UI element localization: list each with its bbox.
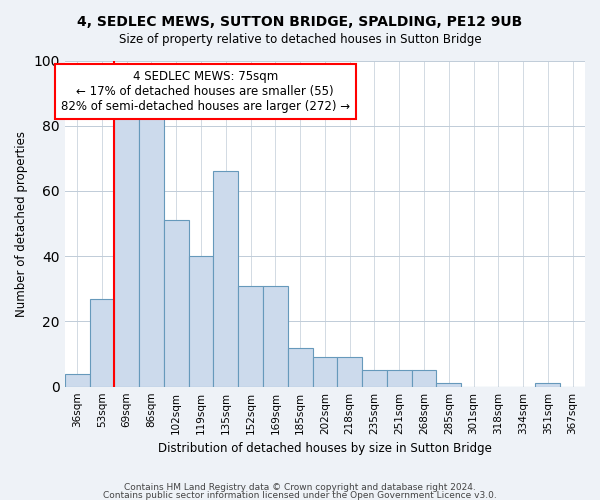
Bar <box>89 298 115 386</box>
Bar <box>337 358 362 386</box>
Bar <box>164 220 188 386</box>
Bar <box>139 110 164 386</box>
Text: 4, SEDLEC MEWS, SUTTON BRIDGE, SPALDING, PE12 9UB: 4, SEDLEC MEWS, SUTTON BRIDGE, SPALDING,… <box>77 15 523 29</box>
Bar <box>436 384 461 386</box>
X-axis label: Distribution of detached houses by size in Sutton Bridge: Distribution of detached houses by size … <box>158 442 492 455</box>
Text: Size of property relative to detached houses in Sutton Bridge: Size of property relative to detached ho… <box>119 32 481 46</box>
Text: 4 SEDLEC MEWS: 75sqm
← 17% of detached houses are smaller (55)
82% of semi-detac: 4 SEDLEC MEWS: 75sqm ← 17% of detached h… <box>61 70 350 114</box>
Bar <box>313 358 337 386</box>
Bar <box>387 370 412 386</box>
Bar <box>238 286 263 386</box>
Bar <box>412 370 436 386</box>
Bar <box>263 286 288 386</box>
Bar <box>535 384 560 386</box>
Y-axis label: Number of detached properties: Number of detached properties <box>15 130 28 316</box>
Bar <box>214 172 238 386</box>
Bar <box>288 348 313 387</box>
Bar <box>115 110 139 386</box>
Text: Contains public sector information licensed under the Open Government Licence v3: Contains public sector information licen… <box>103 490 497 500</box>
Bar <box>362 370 387 386</box>
Text: Contains HM Land Registry data © Crown copyright and database right 2024.: Contains HM Land Registry data © Crown c… <box>124 483 476 492</box>
Bar <box>65 374 89 386</box>
Bar <box>188 256 214 386</box>
